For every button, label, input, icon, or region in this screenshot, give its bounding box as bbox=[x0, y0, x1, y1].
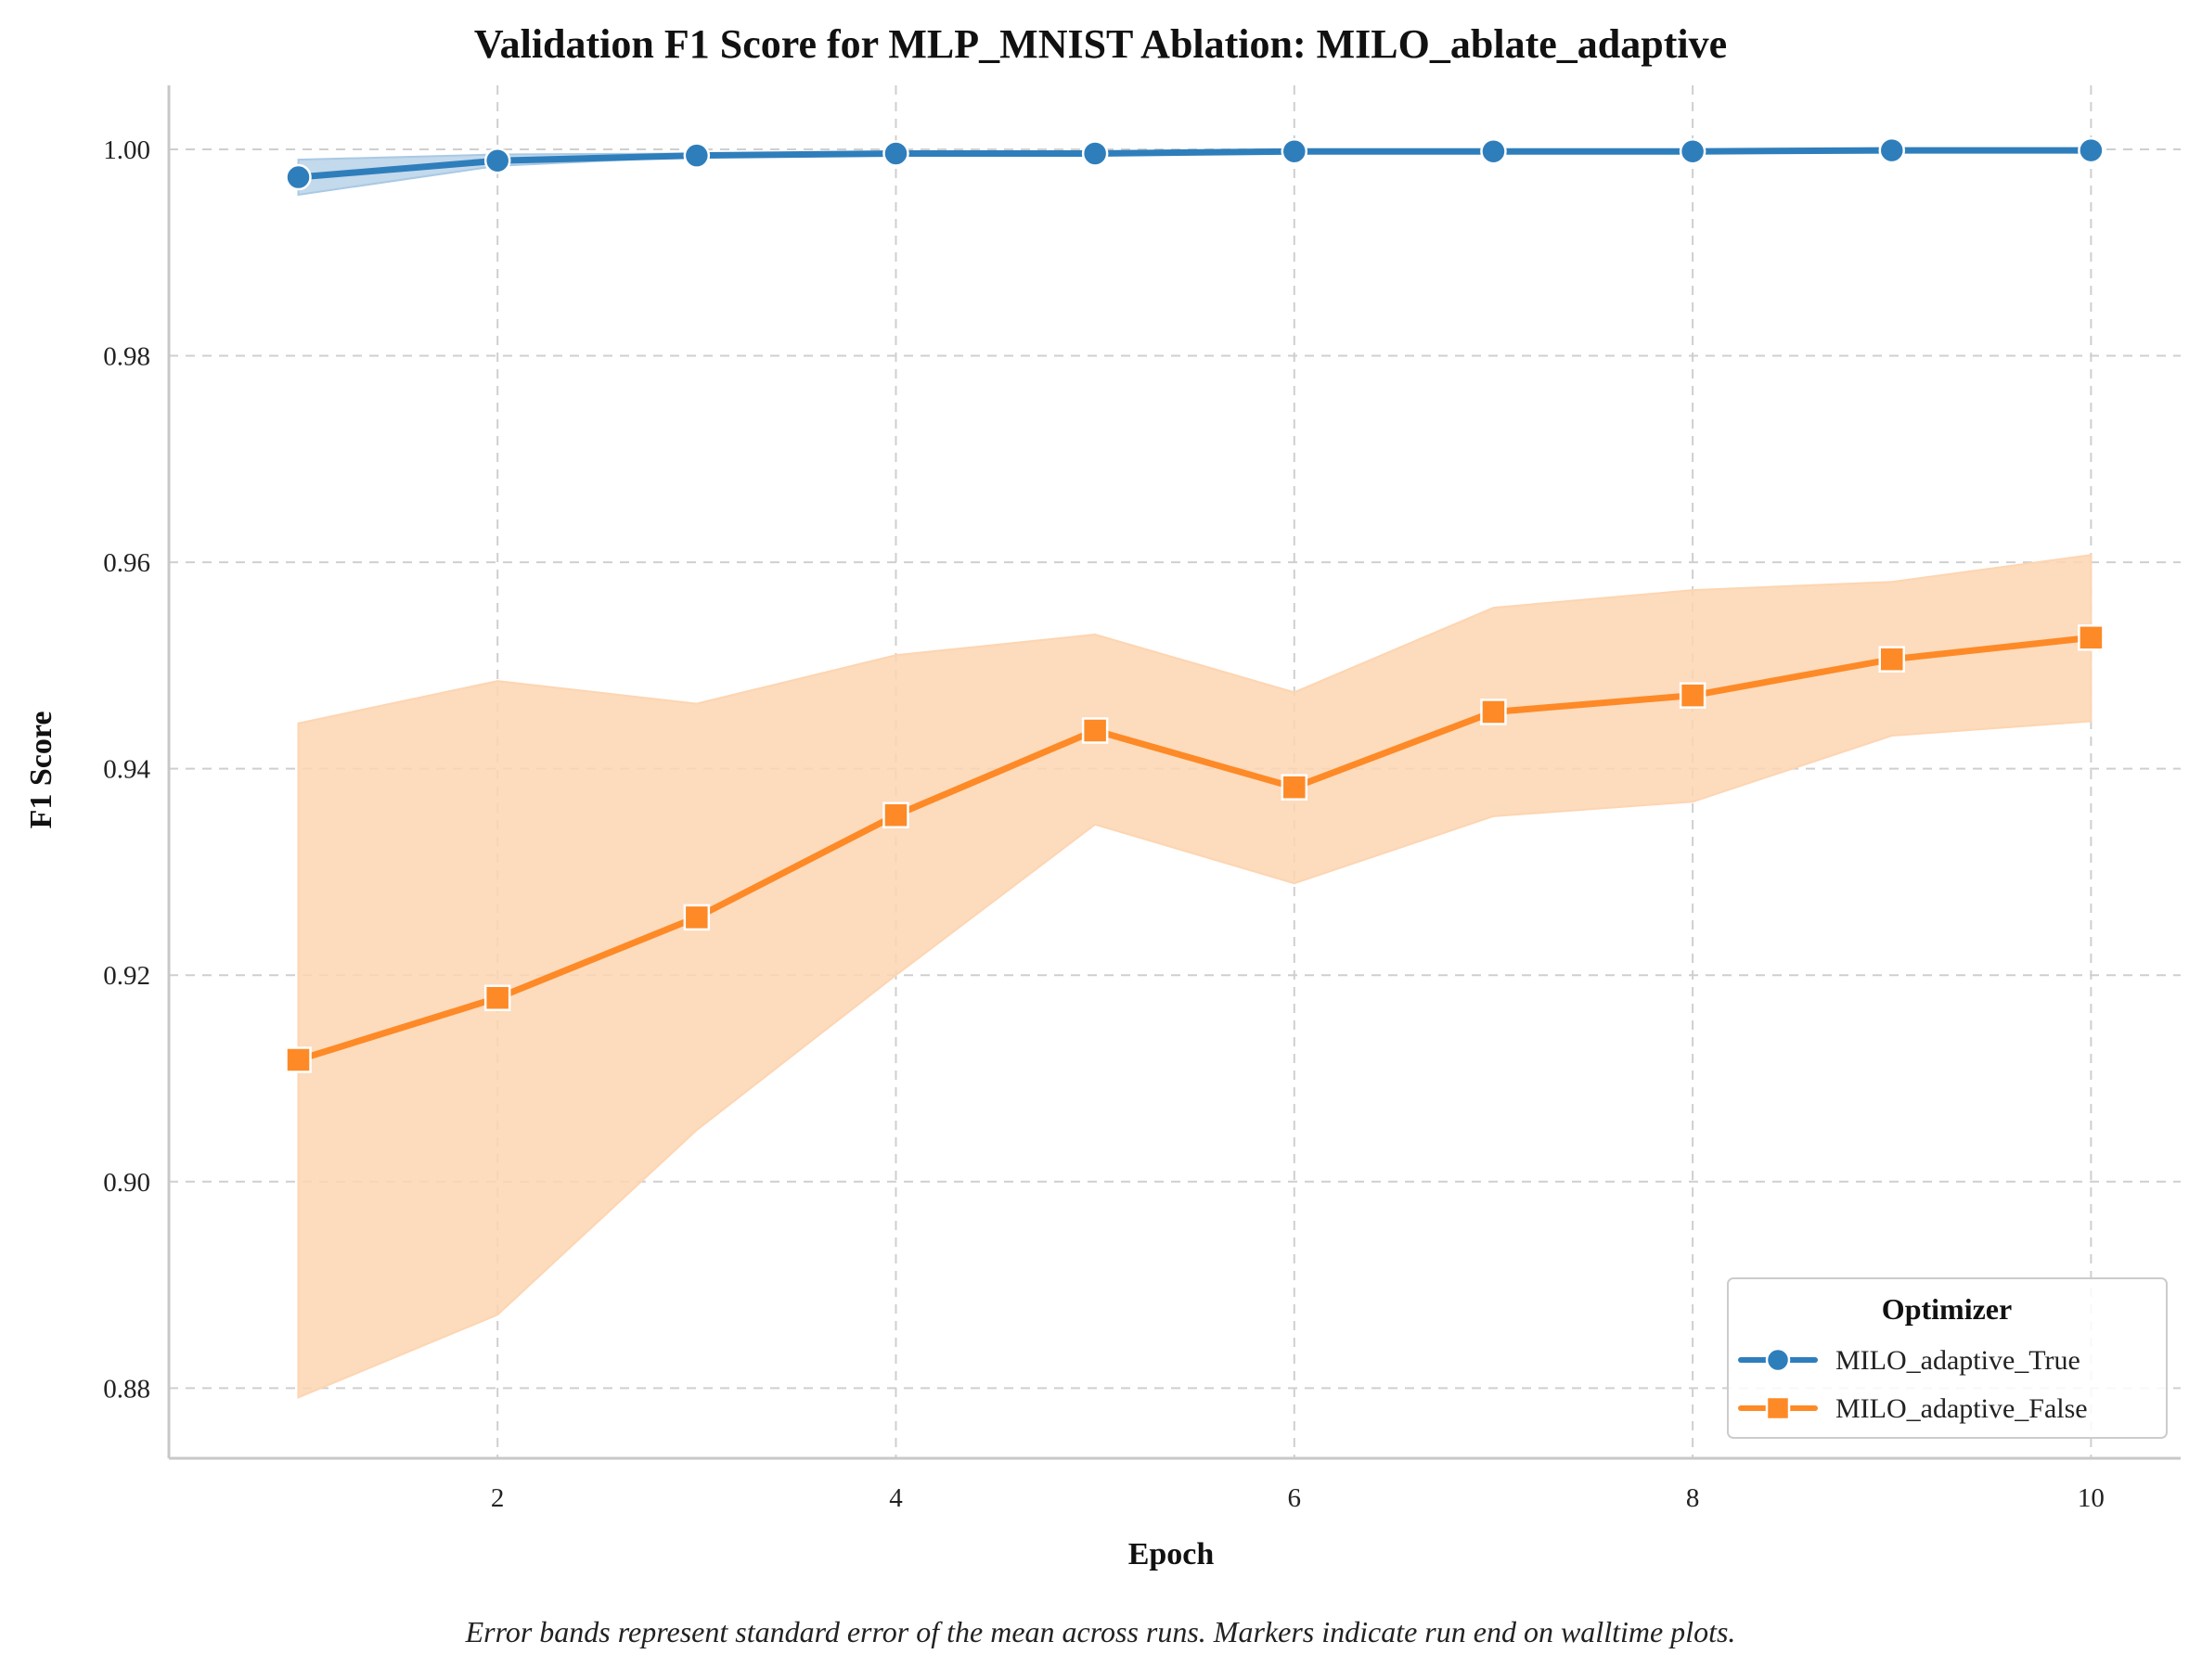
data-point-true bbox=[1480, 137, 1507, 165]
series-line-false bbox=[295, 634, 2094, 1063]
y-axis-label: F1 Score bbox=[24, 712, 58, 829]
x-tick-label: 6 bbox=[1288, 1483, 1302, 1513]
data-point-true bbox=[285, 163, 312, 191]
y-tick-label: 0.98 bbox=[103, 342, 150, 372]
legend-entry-true: MILO_adaptive_True bbox=[1738, 1345, 2080, 1376]
legend-marker-false bbox=[1765, 1395, 1791, 1421]
x-axis-label: Epoch bbox=[1128, 1537, 1215, 1571]
data-point-false bbox=[683, 904, 711, 931]
series-lines bbox=[295, 147, 2094, 1063]
data-point-true bbox=[1878, 136, 1906, 164]
legend: Optimizer MILO_adaptive_True MILO_adapti… bbox=[1727, 1277, 2168, 1439]
error-band-false bbox=[297, 554, 2093, 1399]
y-tick-label: 0.96 bbox=[103, 548, 150, 578]
x-tick-label: 10 bbox=[2078, 1483, 2105, 1513]
series-line-true bbox=[295, 147, 2094, 181]
data-point-false bbox=[882, 802, 909, 828]
data-point-true bbox=[683, 142, 711, 169]
data-point-false bbox=[285, 1046, 312, 1073]
x-tick-label: 4 bbox=[889, 1483, 903, 1513]
legend-entry-false: MILO_adaptive_False bbox=[1738, 1393, 2088, 1424]
y-tick-label: 0.90 bbox=[103, 1168, 150, 1198]
data-point-true bbox=[2078, 136, 2105, 164]
x-tick-label: 2 bbox=[491, 1483, 505, 1513]
legend-label-true: MILO_adaptive_True bbox=[1835, 1345, 2080, 1376]
legend-label-false: MILO_adaptive_False bbox=[1835, 1393, 2088, 1424]
y-tick-label: 0.92 bbox=[103, 961, 150, 991]
tick-labels: 0.88 0.90 0.92 0.94 0.96 0.98 1.00 2 4 6 8 10 bbox=[103, 135, 2105, 1513]
data-point-false bbox=[1878, 646, 1906, 673]
data-point-false bbox=[1480, 699, 1507, 725]
legend-title: Optimizer bbox=[1882, 1292, 2012, 1326]
error-bands bbox=[297, 147, 2093, 1399]
data-point-true bbox=[1281, 137, 1308, 165]
legend-marker-true bbox=[1765, 1347, 1791, 1373]
y-tick-label: 1.00 bbox=[103, 135, 150, 165]
y-tick-label: 0.94 bbox=[103, 755, 150, 785]
y-tick-label: 0.88 bbox=[103, 1374, 150, 1404]
data-point-true bbox=[882, 140, 909, 167]
legend-box bbox=[1727, 1277, 2168, 1439]
axes bbox=[167, 85, 2181, 1460]
chart-caption: Error bands represent standard error of … bbox=[465, 1615, 1736, 1648]
data-point-true bbox=[1679, 137, 1706, 165]
data-point-true bbox=[483, 147, 511, 174]
chart-title: Validation F1 Score for MLP_MNIST Ablati… bbox=[474, 21, 1727, 67]
data-point-false bbox=[1081, 717, 1109, 744]
data-point-false bbox=[1281, 774, 1308, 801]
data-point-false bbox=[483, 984, 511, 1011]
data-point-true bbox=[1081, 140, 1109, 167]
series-markers bbox=[285, 136, 2105, 1073]
x-tick-label: 8 bbox=[1686, 1483, 1700, 1513]
data-point-false bbox=[1679, 682, 1706, 709]
data-point-false bbox=[2078, 624, 2105, 651]
